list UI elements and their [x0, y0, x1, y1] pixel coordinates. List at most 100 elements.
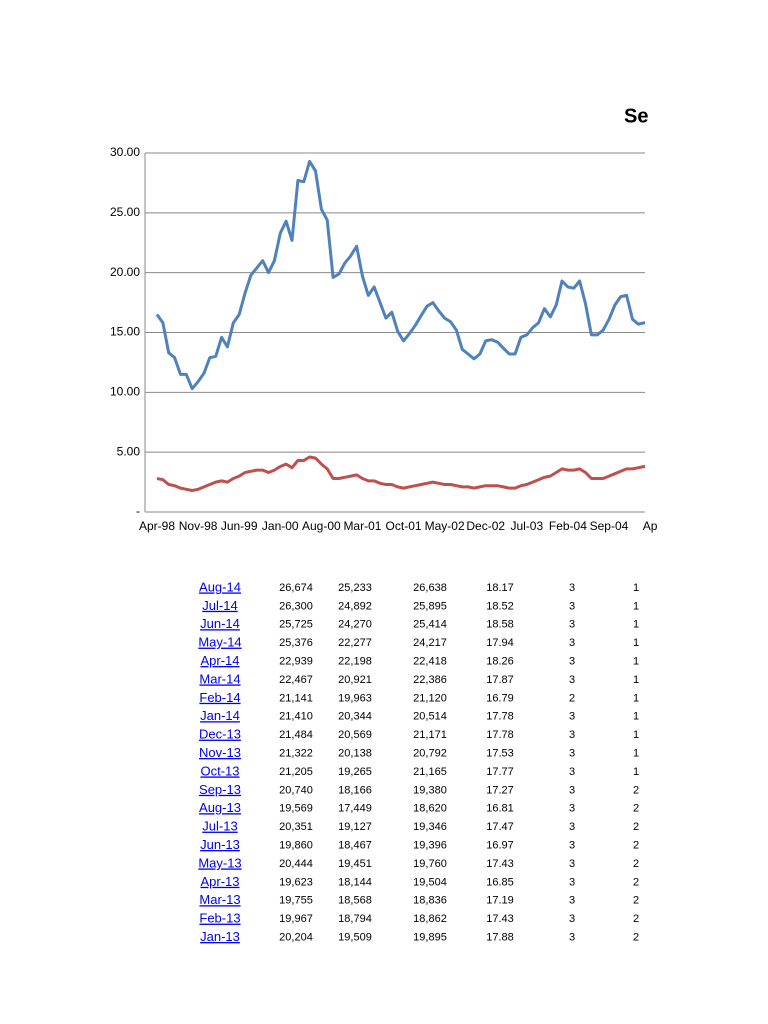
table-cell: 3 [569, 913, 575, 925]
table-cell: 19,265 [338, 766, 372, 778]
table-cell: 17.43 [486, 913, 514, 925]
table-cell: 3 [569, 729, 575, 741]
table-cell: 1 [633, 674, 639, 686]
month-link[interactable]: Jun-13 [200, 837, 240, 852]
table-cell: 1 [633, 711, 639, 723]
table-cell: 25,725 [279, 619, 313, 631]
month-link[interactable]: Feb-14 [199, 690, 240, 705]
table-cell: 1 [633, 748, 639, 760]
table-cell: 3 [569, 711, 575, 723]
table-cell: 19,755 [279, 895, 313, 907]
y-tick-label: 30.00 [110, 145, 140, 159]
table-cell: 2 [633, 784, 639, 796]
month-link[interactable]: Aug-13 [199, 800, 241, 815]
table-cell: 22,467 [279, 674, 313, 686]
table-cell: 3 [569, 821, 575, 833]
y-tick-label: 25.00 [110, 205, 140, 219]
month-link[interactable]: Apr-14 [200, 653, 239, 668]
table-cell: 26,674 [279, 582, 313, 594]
table-cell: 3 [569, 858, 575, 870]
table-cell: 17.43 [486, 858, 514, 870]
month-link[interactable]: May-13 [198, 855, 241, 870]
x-tick-label: Jun-99 [221, 519, 258, 533]
x-tick-label: Sep-04 [590, 519, 629, 533]
table: Aug-14 26,674 25,233 26,638 18.17 3 1 Jul-14 26,… [198, 579, 639, 944]
table-cell: 20,792 [413, 748, 447, 760]
table-cell: 17.19 [486, 895, 514, 907]
table-cell: 1 [633, 619, 639, 631]
month-link[interactable]: Aug-14 [199, 579, 241, 594]
month-link[interactable]: Oct-13 [200, 763, 239, 778]
y-tick-label: 20.00 [110, 265, 140, 279]
month-link[interactable]: Jul-13 [202, 819, 237, 834]
table-cell: 1 [633, 637, 639, 649]
table-cell: 17.94 [486, 637, 514, 649]
month-link[interactable]: Sep-13 [199, 782, 241, 797]
month-link[interactable]: Jul-14 [202, 598, 237, 613]
table-cell: 16.79 [486, 692, 514, 704]
table-cell: 22,939 [279, 656, 313, 668]
x-tick-label: Jan-00 [262, 519, 299, 533]
x-axis: Apr-98 Nov-98 Jun-99 Jan-00 Aug-00 Mar-01 Oct-… [139, 519, 658, 533]
chart [144, 152, 645, 513]
table-cell: 2 [633, 876, 639, 888]
table-cell: 21,171 [413, 729, 447, 741]
table-cell: 21,141 [279, 692, 313, 704]
table-cell: 19,380 [413, 784, 447, 796]
table-cell: 3 [569, 637, 575, 649]
table-cell: 20,138 [338, 748, 372, 760]
month-link[interactable]: Apr-13 [200, 874, 239, 889]
table-cell: 17.53 [486, 748, 514, 760]
table-cell: 3 [569, 876, 575, 888]
table-cell: 19,504 [413, 876, 447, 888]
table-cell: 3 [569, 803, 575, 815]
table-cell: 18.17 [486, 582, 514, 594]
x-tick-label: Nov-98 [179, 519, 218, 533]
x-tick-label: Mar-01 [343, 519, 381, 533]
table-cell: 1 [633, 600, 639, 612]
table-cell: 3 [569, 656, 575, 668]
table-cell: 25,895 [413, 600, 447, 612]
table-cell: 22,277 [338, 637, 372, 649]
table-cell: 16.97 [486, 840, 514, 852]
month-link[interactable]: Dec-13 [199, 727, 241, 742]
table-cell: 25,233 [338, 582, 372, 594]
month-link[interactable]: Jan-14 [200, 708, 240, 723]
table-cell: 16.85 [486, 876, 514, 888]
table-cell: 18.52 [486, 600, 514, 612]
table-cell: 21,120 [413, 692, 447, 704]
table-cell: 20,204 [279, 932, 313, 944]
table-cell: 19,963 [338, 692, 372, 704]
table-cell: 2 [633, 840, 639, 852]
table-cell: 17.88 [486, 932, 514, 944]
table-cell: 25,414 [413, 619, 447, 631]
table-cell: 18,166 [338, 784, 372, 796]
x-tick-label: Feb-04 [549, 519, 587, 533]
table-cell: 22,418 [413, 656, 447, 668]
table-cell: 24,270 [338, 619, 372, 631]
table-cell: 3 [569, 619, 575, 631]
table-cell: 18,794 [338, 913, 372, 925]
month-link[interactable]: Nov-13 [199, 745, 241, 760]
table-cell: 2 [633, 803, 639, 815]
y-tick-label: 10.00 [110, 385, 140, 399]
table-cell: 18,144 [338, 876, 372, 888]
month-link[interactable]: May-14 [198, 635, 241, 650]
table-cell: 21,322 [279, 748, 313, 760]
table-cell: 19,760 [413, 858, 447, 870]
month-link[interactable]: Mar-13 [199, 892, 240, 907]
table-cell: 19,967 [279, 913, 313, 925]
month-link[interactable]: Mar-14 [199, 671, 240, 686]
table-cell: 1 [633, 692, 639, 704]
table-cell: 21,205 [279, 766, 313, 778]
table-cell: 26,638 [413, 582, 447, 594]
y-tick-label: 5.00 [117, 444, 141, 458]
month-link[interactable]: Feb-13 [199, 911, 240, 926]
table-cell: 20,514 [413, 711, 447, 723]
table-cell: 1 [633, 729, 639, 741]
month-link[interactable]: Jan-13 [200, 929, 240, 944]
table-cell: 3 [569, 766, 575, 778]
month-link[interactable]: Jun-14 [200, 616, 240, 631]
x-tick-label: Jul-03 [510, 519, 543, 533]
